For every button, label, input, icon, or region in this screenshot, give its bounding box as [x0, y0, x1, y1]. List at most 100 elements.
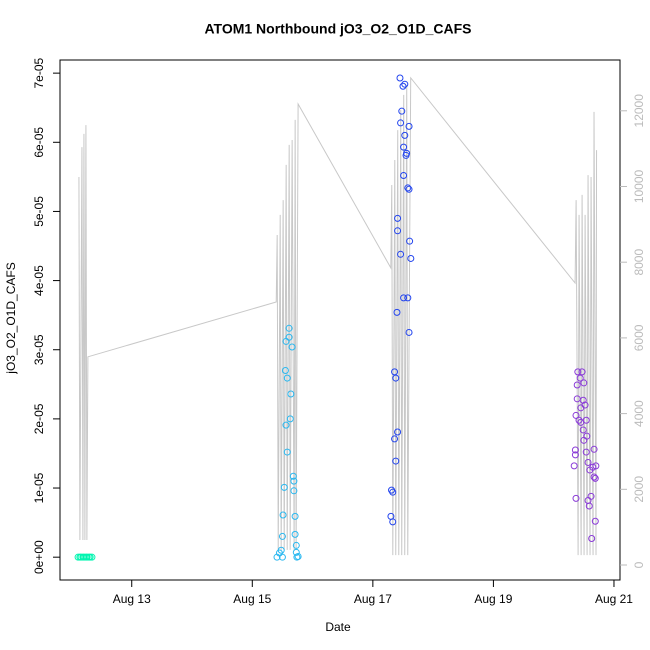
x-tick-label: Aug 19: [474, 592, 512, 606]
point: [579, 426, 587, 434]
point: [590, 445, 598, 453]
point: [401, 80, 409, 88]
point: [394, 214, 402, 222]
y-tick-label: 0e+00: [32, 540, 46, 574]
point: [397, 250, 405, 258]
x-tick-label: Aug 13: [113, 592, 151, 606]
point: [405, 185, 413, 193]
x-tick-label: Aug 15: [233, 592, 271, 606]
y2-tick-label: 2000: [632, 476, 646, 503]
x-axis-label: Date: [325, 620, 351, 634]
point: [278, 532, 286, 540]
point: [579, 396, 587, 404]
point: [283, 448, 291, 456]
point: [278, 553, 286, 561]
y-tick-label: 6e-05: [32, 127, 46, 158]
point: [400, 171, 408, 179]
point: [585, 502, 593, 510]
y-tick-label: 7e-05: [32, 57, 46, 88]
point: [282, 421, 290, 429]
point: [400, 294, 408, 302]
point: [279, 511, 287, 519]
x-tick-label: Aug 17: [354, 592, 392, 606]
point: [292, 548, 300, 556]
point: [571, 451, 579, 459]
point: [400, 143, 408, 151]
point: [86, 553, 94, 561]
point: [578, 368, 586, 376]
x-tick-label: Aug 21: [595, 592, 633, 606]
point: [392, 457, 400, 465]
point: [583, 432, 591, 440]
point: [285, 324, 293, 332]
point: [392, 374, 400, 382]
point: [283, 374, 291, 382]
point: [290, 477, 298, 485]
y2-tick-label: 10000: [632, 169, 646, 203]
y-tick-label: 3e-05: [32, 334, 46, 365]
point: [88, 553, 96, 561]
point: [289, 472, 297, 480]
point: [83, 553, 91, 561]
point: [280, 483, 288, 491]
point: [590, 473, 598, 481]
point: [398, 107, 406, 115]
y-axis-label: jO3_O2_O1D_CAFS: [4, 262, 18, 374]
y-tick-label: 5e-05: [32, 196, 46, 227]
plot-frame: [59, 59, 621, 581]
point: [576, 374, 584, 382]
point: [572, 494, 580, 502]
point: [281, 366, 289, 374]
point: [403, 149, 411, 157]
y2-tick-label: 4000: [632, 400, 646, 427]
chart-title: ATOM1 Northbound jO3_O2_O1D_CAFS: [204, 21, 471, 37]
point: [584, 458, 592, 466]
point: [290, 487, 298, 495]
point: [582, 448, 590, 456]
point: [572, 411, 580, 419]
y2-tick-label: 12000: [632, 94, 646, 128]
point: [580, 379, 588, 387]
point: [401, 131, 409, 139]
point: [575, 416, 583, 424]
point: [404, 184, 412, 192]
y2-tick-label: 6000: [632, 324, 646, 351]
point: [291, 530, 299, 538]
y-tick-label: 2e-05: [32, 403, 46, 434]
point: [582, 416, 590, 424]
point: [592, 462, 600, 470]
point: [294, 552, 302, 560]
y2-tick-label: 8000: [632, 249, 646, 276]
point: [591, 517, 599, 525]
point: [591, 474, 599, 482]
point: [291, 512, 299, 520]
point: [399, 82, 407, 90]
point: [288, 343, 296, 351]
point: [391, 435, 399, 443]
point: [285, 333, 293, 341]
point: [405, 122, 413, 130]
point: [394, 428, 402, 436]
point: [570, 462, 578, 470]
point: [407, 254, 415, 262]
y-tick-label: 1e-05: [32, 472, 46, 503]
y-tick-label: 4e-05: [32, 265, 46, 296]
point: [393, 308, 401, 316]
point: [404, 294, 412, 302]
point: [571, 446, 579, 454]
point: [277, 546, 285, 554]
point: [389, 518, 397, 526]
point: [292, 541, 300, 549]
point: [573, 381, 581, 389]
point: [587, 492, 595, 500]
point: [396, 74, 404, 82]
point: [287, 390, 295, 398]
point: [574, 368, 582, 376]
y2-tick-label: 0: [632, 561, 646, 568]
point: [581, 401, 589, 409]
altitude-line: [78, 76, 598, 556]
point: [397, 119, 405, 127]
point: [588, 535, 596, 543]
point: [394, 227, 402, 235]
